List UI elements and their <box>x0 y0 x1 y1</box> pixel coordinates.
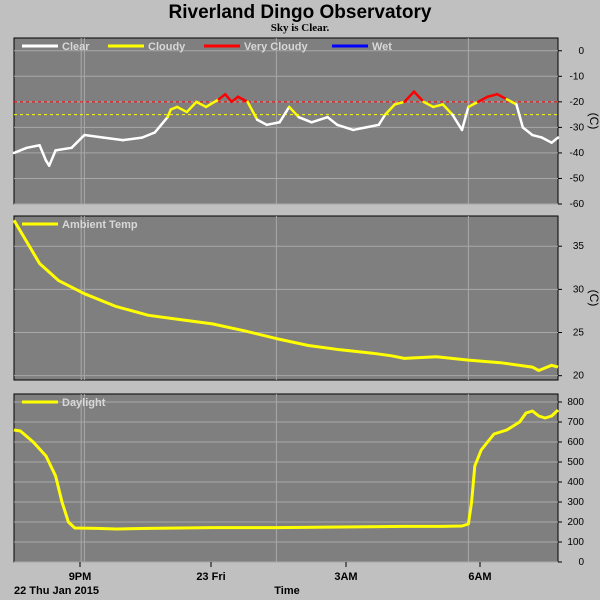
sky-temp-segment <box>383 103 397 116</box>
y-tick-label: 200 <box>567 517 584 528</box>
sky-temp-segment <box>351 126 368 132</box>
chart-subtitle: Sky is Clear. <box>271 22 330 34</box>
sky-temp-segment <box>70 133 86 150</box>
y-tick-label: 0 <box>578 557 584 568</box>
y-tick-label: 35 <box>573 241 585 252</box>
sky-temp-segment <box>25 144 41 150</box>
x-tick-label: 23 Fri <box>196 571 225 583</box>
sky-temp-segment <box>102 136 125 142</box>
sky-temp-segment <box>278 105 291 124</box>
sky-temp-segment <box>521 126 534 137</box>
sky-temp-segment <box>83 133 105 139</box>
y-tick-label: -30 <box>570 122 585 133</box>
sky-temp-segment <box>47 149 57 167</box>
sky-temp-segment <box>460 105 470 132</box>
sky-temp-segment <box>255 118 269 127</box>
sky-temp-segment <box>486 92 499 98</box>
sky-temp-segment <box>12 146 29 155</box>
sky-temp-segment <box>326 115 339 127</box>
sky-temp-segment <box>140 131 157 139</box>
sky-temp-segment <box>412 90 425 104</box>
y-tick-label: 800 <box>567 397 584 408</box>
plot-area <box>13 215 559 381</box>
sky-temp-segment <box>476 95 489 104</box>
y-tick-label: 25 <box>573 328 585 339</box>
sky-temp-segment <box>431 103 445 109</box>
y-tick-label: 500 <box>567 457 584 468</box>
sky-temp-segment <box>175 105 189 114</box>
sky-temp-segment <box>441 103 454 116</box>
y-tick-label: 30 <box>573 284 585 295</box>
sky-temp-segment <box>335 123 355 132</box>
sky-temp-segment <box>540 136 553 144</box>
y-tick-label: -40 <box>570 148 585 159</box>
sky-temp-segment <box>236 95 249 104</box>
daylight-line <box>13 408 560 531</box>
y-tick-label: 100 <box>567 537 584 548</box>
sky-temp-segment <box>223 92 233 104</box>
y-tick-label: -10 <box>570 71 585 82</box>
x-axis-label: Time <box>274 585 299 597</box>
sky-temp-segment <box>195 100 208 109</box>
sky-temp-segment <box>54 146 73 152</box>
y-unit-label: (C) <box>587 113 600 130</box>
y-tick-label: 300 <box>567 497 584 508</box>
sky-temp-segment <box>393 100 406 106</box>
y-tick-label: 20 <box>573 371 585 382</box>
sky-temp-segment <box>230 95 240 104</box>
x-axis: 9PM 23 Fri 3AM 6AM <box>69 562 492 583</box>
sky-temp-segment <box>451 113 464 132</box>
sky-temp-segment <box>403 90 416 104</box>
ambient-temperature-panel: 35 30 25 20 (C) Ambient Temp <box>12 215 600 382</box>
legend-label: Very Cloudy <box>244 41 308 53</box>
sky-temp-segment <box>287 105 301 119</box>
chart-title: Riverland Dingo Observatory <box>169 2 432 23</box>
sky-temp-segment <box>505 98 518 106</box>
sky-temp-segment <box>121 136 144 142</box>
x-tick-label: 6AM <box>468 571 491 583</box>
sky-temp-segment <box>377 113 387 127</box>
sky-temp-segment <box>495 92 509 101</box>
sky-temp-segment <box>364 123 381 129</box>
date-label: 22 Thu Jan 2015 <box>14 585 99 597</box>
sky-temp-segment <box>204 98 221 109</box>
legend-label: Wet <box>372 41 392 53</box>
y-tick-label: 400 <box>567 477 584 488</box>
legend-label: Clear <box>62 41 90 53</box>
y-tick-label: -20 <box>570 97 585 108</box>
y-tick-label: 0 <box>578 46 584 57</box>
x-tick-label: 3AM <box>334 571 357 583</box>
sky-temp-segment <box>422 100 435 109</box>
sky-temp-segment <box>531 133 544 139</box>
sky-temp-segment <box>38 144 48 162</box>
daylight-panel: 800 700 600 500 400 300 200 100 0 Daylight <box>13 393 584 568</box>
sky-temp-segment <box>246 100 259 121</box>
legend-label: Ambient Temp <box>62 219 138 231</box>
sky-temp-segment <box>265 121 281 127</box>
legend-label: Daylight <box>62 397 106 409</box>
y-tick-label: 700 <box>567 417 584 428</box>
sky-temp-segment <box>467 100 480 109</box>
sky-temp-segment <box>153 115 169 134</box>
sky-temp-segment <box>310 115 329 124</box>
ambient-temp-line <box>12 219 559 372</box>
sky-temp-segment <box>166 108 173 119</box>
plot-area <box>13 37 559 205</box>
sky-temp-segment <box>217 92 227 101</box>
sky-temp-segment <box>297 115 313 124</box>
x-tick-label: 9PM <box>69 571 92 583</box>
sky-temp-segment <box>515 103 525 129</box>
sky-temperature-panel: 0 -10 -20 -30 -40 -50 -60 (C) Clear Cloudy Very Cl… <box>12 37 600 210</box>
y-tick-label: -60 <box>570 199 585 210</box>
y-tick-label: 600 <box>567 437 584 448</box>
sky-temp-segment <box>185 100 198 114</box>
sky-temp-segment <box>550 136 560 144</box>
y-unit-label: (C) <box>587 290 600 307</box>
legend-label: Cloudy <box>148 41 186 53</box>
y-tick-label: -50 <box>570 173 585 184</box>
plot-area <box>13 393 559 563</box>
